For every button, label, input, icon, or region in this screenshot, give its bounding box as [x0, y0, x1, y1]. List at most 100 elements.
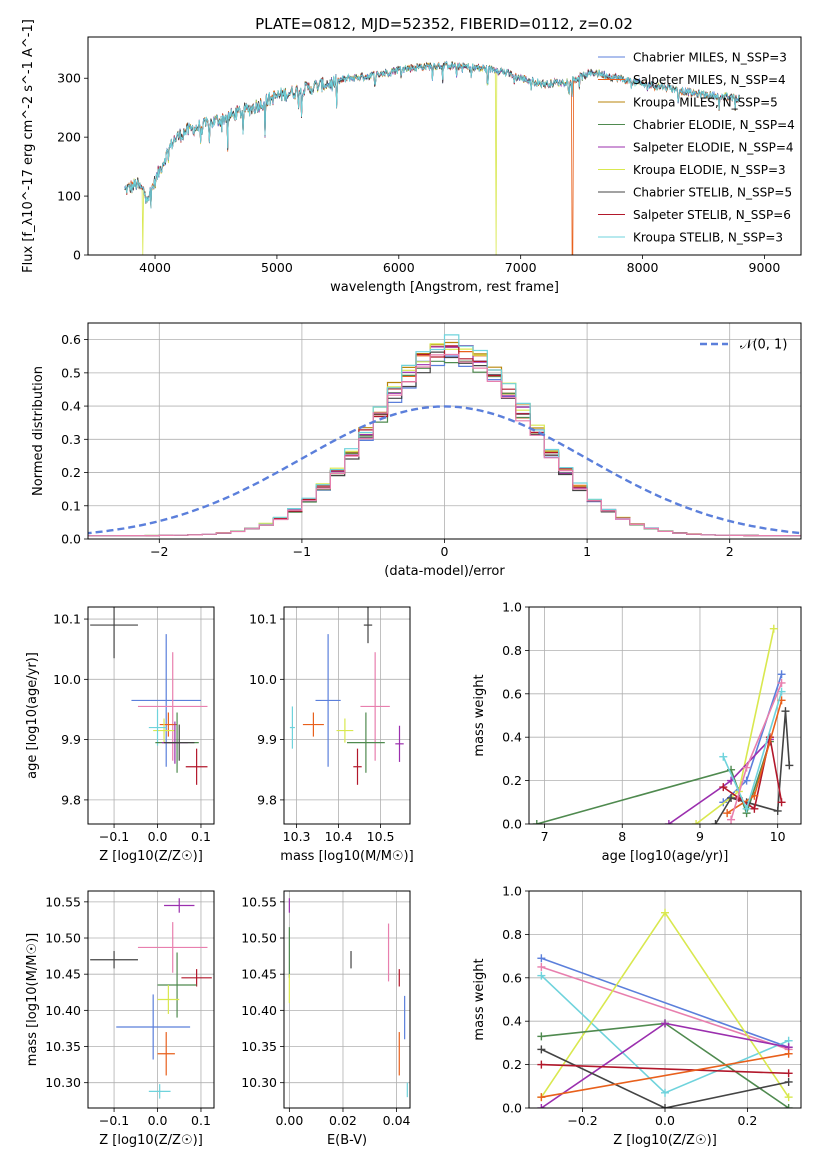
tick-label-y: 10.50 — [241, 931, 277, 946]
frame-age_vs_z — [87, 606, 215, 825]
errorbar-point — [159, 712, 178, 737]
tick-label-x: 9 — [696, 829, 704, 844]
mass-weight-series — [541, 1053, 789, 1098]
figure-title: PLATE=0812, MJD=52352, FIBERID=0112, z=0… — [255, 15, 633, 33]
tick-label-y: 300 — [57, 71, 81, 86]
axes-massweight_vs_age: 7 8 9 10 0.0 0.2 0.4 0.6 0.8 1.0 age [log10(age/yr… — [472, 600, 801, 864]
tick-label-x: 10.5 — [367, 829, 395, 844]
plot-area-massweight_vs_z — [537, 908, 793, 1108]
mass-weight-marker — [750, 804, 759, 813]
y-axis-label: mass weight — [472, 958, 487, 1040]
tick-label-x: 0.0 — [148, 1113, 168, 1128]
tick-label-y: 9.9 — [257, 732, 277, 747]
plot-area-mass_vs_z — [90, 898, 212, 1099]
legend-entry: Salpeter ELODIE, N_SSP=4 — [633, 141, 794, 155]
errorbar-point — [360, 652, 390, 761]
x-axis-label: (data-model)/error — [384, 564, 505, 579]
errorbar-point — [347, 712, 385, 773]
tick-label-x: 2 — [726, 544, 734, 559]
tick-label-x: 0.0 — [148, 829, 168, 844]
tick-label-y: 10.35 — [241, 1039, 277, 1054]
normal-curve — [88, 405, 801, 535]
tick-label-y: 9.8 — [257, 792, 277, 807]
mass-weight-series — [714, 711, 791, 824]
errorbar-point — [148, 709, 167, 746]
errorbar-point — [137, 922, 208, 973]
tick-label-y: 1.0 — [502, 600, 522, 615]
x-axis-label: mass [log10(M/M☉)] — [280, 849, 413, 864]
mass-weight-marker — [661, 908, 669, 917]
tick-label-y: 10.1 — [53, 612, 81, 627]
errorbar-point — [157, 1032, 175, 1076]
mass-weight-marker — [785, 761, 794, 770]
tick-label-y: 0.4 — [502, 1014, 522, 1029]
tick-label-x: 0 — [441, 544, 449, 559]
x-axis-label: wavelength [Angstrom, rest frame] — [330, 280, 559, 295]
legend-entry: Salpeter MILES, N_SSP=4 — [633, 73, 786, 87]
y-axis-label: mass [log10(M/M☉)] — [25, 933, 40, 1066]
y-axis-label: age [log10(age/yr)] — [25, 652, 40, 779]
errorbar-point — [181, 969, 212, 987]
mass-weight-marker — [784, 1093, 793, 1102]
x-axis-label: Z [log10(Z/Z☉)] — [99, 849, 203, 864]
tick-label-y: 10.1 — [249, 612, 277, 627]
axes-residuals: −2 −1 0 1 2 0.0 0.1 0.2 0.3 0.4 0.5 0.6 (data-model)… — [31, 323, 801, 579]
mass-weight-marker — [537, 1093, 546, 1102]
x-axis-label: Z [log10(Z/Z☉)] — [99, 1133, 203, 1148]
plot-area-massweight_vs_age — [532, 624, 794, 824]
errorbar-point — [302, 712, 324, 737]
mass-weight-marker — [773, 806, 782, 815]
errorbar-point — [131, 634, 201, 767]
frame-massweight_vs_z — [528, 890, 802, 1109]
mass-weight-marker — [537, 1104, 546, 1108]
axes-mass_vs_z: −0.1 0.0 0.1 10.30 10.35 10.40 10.45 10.50 10.55… — [25, 891, 214, 1148]
tick-label-x: 10.3 — [283, 829, 311, 844]
tick-label-x: 0.02 — [329, 1113, 357, 1128]
mass-weight-marker — [784, 1104, 793, 1108]
mass-weight-marker — [537, 1060, 546, 1069]
tick-label-x: 9000 — [749, 260, 781, 275]
errorbar-point — [289, 706, 295, 749]
errorbar-point — [336, 718, 354, 743]
legend-entry: Kroupa STELIB, N_SSP=3 — [633, 231, 783, 245]
tick-label-x: 7000 — [505, 260, 537, 275]
mass-weight-marker — [723, 809, 732, 818]
tick-label-y: 0.8 — [502, 643, 522, 658]
tick-label-x: 0.00 — [275, 1113, 303, 1128]
errorbar-point — [157, 985, 180, 1014]
x-axis-label: Z [log10(Z/Z☉)] — [613, 1133, 717, 1148]
tick-label-y: 0.0 — [502, 1101, 522, 1116]
tick-label-y: 0.4 — [61, 399, 81, 414]
tick-label-y: 10.0 — [249, 672, 277, 687]
legend-spectrum: Chabrier MILES, N_SSP=3 Salpeter MILES, N… — [598, 51, 795, 245]
tick-label-y: 0.2 — [502, 1057, 522, 1072]
tick-label-x: 1 — [583, 544, 591, 559]
grid-age_vs_z — [88, 607, 214, 824]
tick-label-y: 0.0 — [61, 532, 81, 547]
tick-label-y: 10.30 — [45, 1075, 81, 1090]
grid-age_vs_mass — [284, 607, 410, 824]
mass-weight-marker — [750, 791, 759, 800]
tick-label-y: 10.55 — [241, 894, 277, 909]
tick-label-x: 6000 — [383, 260, 415, 275]
tick-label-y: 0.8 — [502, 927, 522, 942]
mass-weight-marker — [742, 776, 751, 785]
tick-label-y: 9.8 — [61, 792, 81, 807]
tick-label-y: 10.40 — [45, 1003, 81, 1018]
tick-label-y: 0.6 — [502, 970, 522, 985]
mass-weight-marker — [727, 793, 736, 802]
mass-weight-marker — [661, 1104, 669, 1108]
tick-label-x: 8000 — [627, 260, 659, 275]
mass-weight-marker — [742, 804, 751, 813]
x-axis-label: E(B-V) — [327, 1133, 367, 1148]
frame-spectrum — [87, 36, 802, 256]
histogram-series — [88, 353, 801, 537]
tick-label-x: −0.2 — [567, 1113, 597, 1128]
frame-mass_vs_z — [87, 890, 215, 1109]
plot-area-residuals — [88, 334, 801, 537]
plot-area-age_vs_z — [90, 607, 208, 785]
tick-label-x: 10 — [770, 829, 786, 844]
mass-weight-series — [541, 1048, 789, 1108]
mass-weight-marker — [537, 1045, 546, 1054]
